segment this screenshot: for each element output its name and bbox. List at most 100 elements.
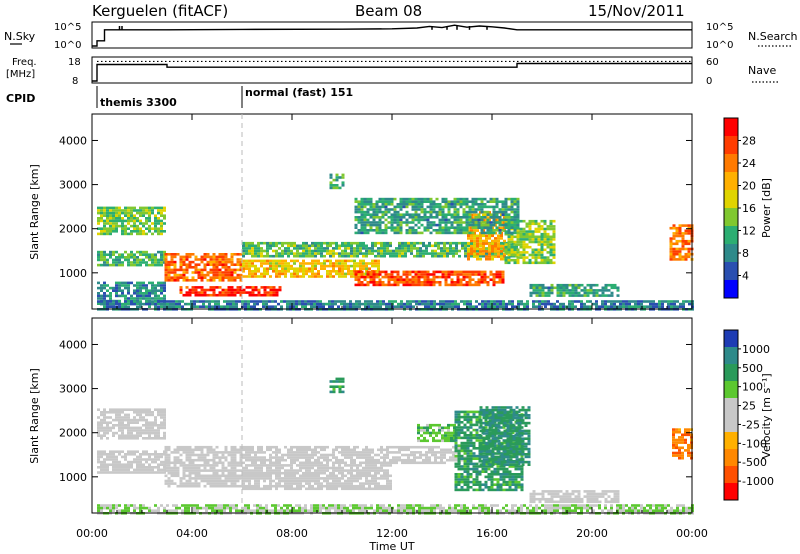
heatmap-cell <box>547 294 551 297</box>
heatmap-cell <box>366 275 370 279</box>
heatmap-cell <box>106 431 109 435</box>
heatmap-cell <box>109 250 112 254</box>
heatmap-cell <box>121 455 124 459</box>
heatmap-cell <box>456 278 460 281</box>
heatmap-cell <box>164 466 168 470</box>
heatmap-cell <box>151 437 154 440</box>
heatmap-cell <box>179 482 183 485</box>
heatmap-cell <box>254 469 257 472</box>
heatmap-cell <box>356 484 359 488</box>
heatmap-cell <box>242 267 245 270</box>
heatmap-cell <box>426 223 430 227</box>
colorbar-tick-label: 20 <box>742 180 756 193</box>
heatmap-cell <box>344 479 347 483</box>
heatmap-cell <box>154 434 157 437</box>
heatmap-cell <box>124 426 127 430</box>
heatmap-cell <box>305 244 308 248</box>
heatmap-cell <box>263 461 266 465</box>
heatmap-cell <box>242 241 245 245</box>
heatmap-cell <box>504 243 508 246</box>
heatmap-cell <box>191 469 195 472</box>
heatmap-cell <box>320 264 323 268</box>
heatmap-cell <box>289 300 292 303</box>
heatmap-cell <box>218 268 222 272</box>
heatmap-cell <box>350 272 353 276</box>
heatmap-cell <box>467 250 470 253</box>
heatmap-cell <box>191 266 195 269</box>
heatmap-cell <box>562 294 566 297</box>
heatmap-cell <box>154 227 157 230</box>
heatmap-cell <box>368 249 371 253</box>
heatmap-cell <box>145 424 148 427</box>
heatmap-cell <box>414 200 418 203</box>
heatmap-cell <box>227 461 231 465</box>
heatmap-cell <box>233 276 237 279</box>
heatmap-cell <box>338 272 341 276</box>
heatmap-cell <box>426 197 430 201</box>
heatmap-cell <box>308 482 311 485</box>
heatmap-cell <box>236 263 240 266</box>
heatmap-cell <box>287 252 290 255</box>
heatmap-cell <box>368 479 371 483</box>
heatmap-cell <box>465 203 469 206</box>
heatmap-cell <box>335 474 338 478</box>
heatmap-cell <box>302 244 305 248</box>
heatmap-cell <box>308 458 311 462</box>
heatmap-cell <box>278 262 281 265</box>
heatmap-cell <box>133 437 136 440</box>
heatmap-cell <box>466 300 469 303</box>
heatmap-cell <box>350 479 353 483</box>
heatmap-cell <box>335 247 338 250</box>
heatmap-cell <box>121 209 124 212</box>
heatmap-cell <box>334 300 337 303</box>
heatmap-cell <box>354 205 358 209</box>
heatmap-cell <box>139 460 142 464</box>
heatmap-cell <box>403 305 406 308</box>
heatmap-cell <box>467 244 470 248</box>
heatmap-cell <box>100 294 103 298</box>
heatmap-cell <box>486 221 490 224</box>
heatmap-cell <box>643 300 646 303</box>
heatmap-cell <box>372 273 376 276</box>
heatmap-cell <box>432 283 436 287</box>
heatmap-cell <box>384 213 388 216</box>
heatmap-cell <box>592 289 596 292</box>
heatmap-cell <box>284 259 287 263</box>
heatmap-cell <box>157 263 160 267</box>
heatmap-cell <box>272 286 276 289</box>
heatmap-cell <box>487 302 490 306</box>
heatmap-cell <box>471 278 475 281</box>
heatmap-cell <box>540 261 544 265</box>
heatmap-cell <box>263 288 267 292</box>
heatmap-cell <box>565 291 569 295</box>
heatmap-cell <box>148 458 151 461</box>
heatmap-cell <box>173 458 177 462</box>
heatmap-cell <box>532 291 536 295</box>
heatmap-cell <box>292 302 295 306</box>
heatmap-cell <box>356 471 359 475</box>
heatmap-cell <box>537 225 541 228</box>
heatmap-cell <box>669 247 673 251</box>
heatmap-cell <box>459 281 463 284</box>
heatmap-cell <box>167 461 171 465</box>
heatmap-cell <box>157 453 160 456</box>
heatmap-cell <box>450 223 454 227</box>
heatmap-cell <box>218 291 222 294</box>
heatmap-cell <box>371 262 374 265</box>
heatmap-cell <box>417 213 421 216</box>
heatmap-cell <box>516 235 520 239</box>
heatmap-cell <box>203 456 207 459</box>
heatmap-cell <box>687 242 691 246</box>
heatmap-cell <box>130 232 133 236</box>
heatmap-cell <box>371 482 374 485</box>
heatmap-cell <box>434 244 437 248</box>
heatmap-cell <box>435 205 439 209</box>
heatmap-cell <box>631 305 634 308</box>
heatmap-cell <box>402 273 406 276</box>
heatmap-cell <box>438 281 442 284</box>
heatmap-cell <box>474 203 478 206</box>
heatmap-cell <box>494 247 497 251</box>
heatmap-cell <box>194 453 198 457</box>
heatmap-cell <box>678 250 682 253</box>
heatmap-cell <box>622 300 625 303</box>
